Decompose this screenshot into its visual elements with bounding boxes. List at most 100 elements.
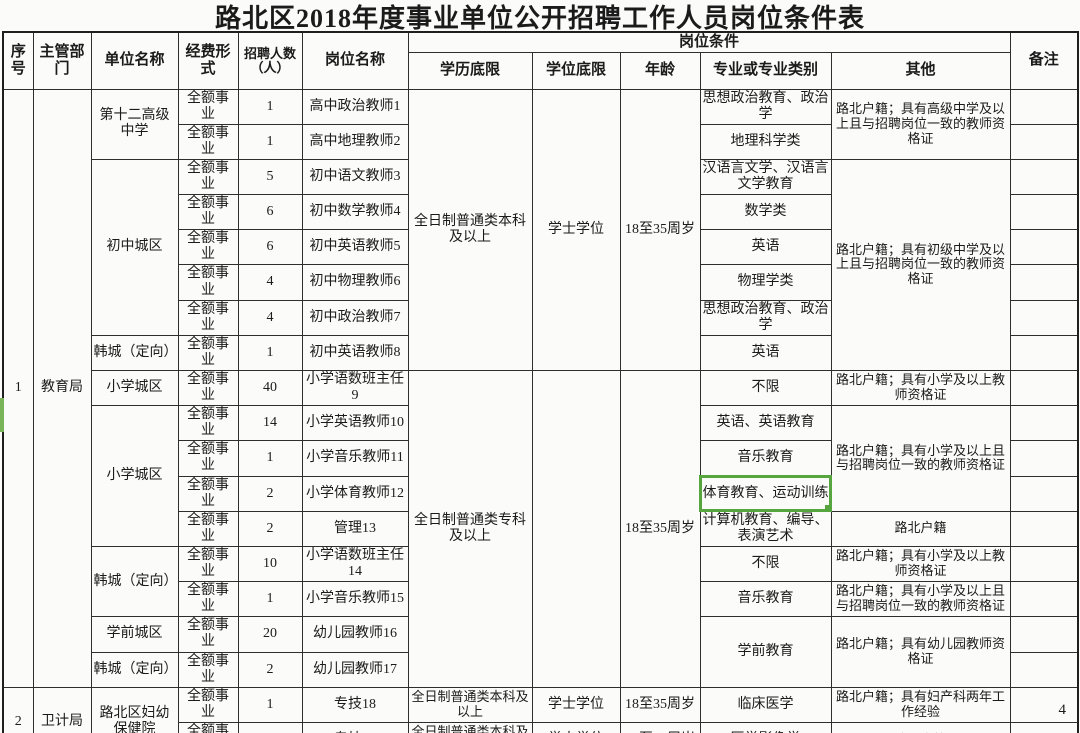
table-cell: 2 (237, 510, 303, 547)
post-cell: 小学体育教师12 (301, 475, 409, 512)
major-cell: 汉语言文学、汉语言文学教育 (699, 158, 832, 196)
other-cell: 路北户籍 (830, 510, 1011, 547)
col-header-degree: 学位底限 (531, 51, 621, 90)
serial-cell: 2 (2, 686, 34, 733)
major-cell: 不限 (699, 545, 832, 583)
major-cell: 医学影像学 (699, 721, 832, 733)
degree-cell: 学士学位 (531, 686, 621, 723)
table-row: 2 卫计局 路北区妇幼保健院 全额事业 1 专技18 全日制普通类本科及以上 学士学位 18至3… (2, 686, 1079, 733)
table-cell: 1 (237, 440, 303, 477)
col-header-department: 主管部门 (32, 31, 92, 90)
post-cell: 专技18 (301, 686, 409, 723)
post-cell: 初中英语教师8 (301, 334, 409, 372)
table-cell: 全额事业 (177, 616, 239, 653)
table-cell: 全额事业 (177, 334, 239, 372)
table-cell: 20 (237, 616, 303, 653)
unit-cell: 韩城（定向） (90, 334, 179, 372)
post-cell: 小学语数班主任14 (301, 545, 409, 583)
header-row-top: 序号 主管部门 单位名称 经费形式 招聘人数（人） 岗位名称 岗位条件 备注 (2, 31, 1079, 90)
col-header-serial: 序号 (2, 31, 34, 90)
other-cell: 路北户籍；具有初级中学及以上且与招聘岗位一致的教师资格证 (830, 158, 1011, 372)
table-row: 全额事业 2 小学体育教师12 体育教育、运动训练 (3, 475, 1079, 513)
table-cell: 全额事业 (177, 651, 239, 688)
age-cell: 18至35周岁 (619, 88, 701, 371)
table-row: 小学城区 全额事业 40 小学语数班主任9 全日制普通类专科及以上 18至35周岁 不限 路北… (3, 369, 1079, 688)
other-cell: 路北户籍；具有小学及以上教师资格证 (830, 369, 1011, 407)
post-cell: 初中数学教师4 (301, 194, 409, 231)
other-cell: 路北户籍；具有小学及以上教师资格证 (830, 545, 1011, 583)
remark-cell (1009, 510, 1079, 547)
education-cell: 全日制普通类专科及以上 (407, 370, 533, 688)
post-cell: 管理13 (301, 510, 409, 547)
table-row: 韩城（定向） 全额事业 2 幼儿园教师17 (3, 651, 1079, 688)
scan-artifact (0, 398, 4, 432)
table-cell: 全额事业 (177, 194, 239, 231)
major-cell: 不限 (699, 369, 832, 407)
other-cell: 路北户籍；具有小学及以上且与招聘岗位一致的教师资格证 (830, 405, 1011, 512)
major-cell: 英语 (699, 334, 832, 372)
table-cell: 全额事业 (177, 686, 239, 723)
table-cell: 全额事业 (177, 369, 239, 407)
remark-cell (1009, 581, 1079, 618)
age-cell: 18至35周岁 (619, 370, 701, 688)
table-cell: 全额事业 (177, 721, 239, 733)
post-cell: 幼儿园教师17 (301, 651, 409, 688)
post-cell: 初中物理教师6 (301, 264, 409, 301)
other-cell: 路北户籍；具有小学及以上且与招聘岗位一致的教师资格证 (830, 581, 1011, 618)
degree-cell: 学士学位 (531, 721, 621, 733)
col-header-funding: 经费形式 (177, 31, 239, 90)
table-row: 1 教育局 第十二高级中学 全额事业 1 高中政治教师1 全日制普通类本科及以上 学士学位 18… (2, 88, 1079, 688)
post-cell: 幼儿园教师16 (301, 616, 409, 653)
col-header-age: 年龄 (619, 51, 701, 90)
table-cell: 1 (237, 88, 303, 125)
major-cell: 思想政治教育、政治学 (699, 88, 832, 125)
other-cell: 路北户籍 (830, 721, 1011, 733)
table-row: 全额事业 1 高中地理教师2 地理科学类 (3, 123, 1079, 160)
post-cell: 小学音乐教师15 (301, 581, 409, 618)
col-header-unit: 单位名称 (90, 31, 179, 90)
post-cell: 小学音乐教师11 (301, 440, 409, 477)
col-header-headcount: 招聘人数（人） (237, 31, 303, 90)
remark-cell (1009, 229, 1079, 266)
department-cell: 教育局 (32, 88, 92, 688)
table-row: 韩城（定向） 全额事业 10 小学语数班主任14 不限 路北户籍；具有小学及以上教师资格证 (3, 545, 1079, 618)
remark-cell (1009, 334, 1079, 372)
table-row: 初中城区 全额事业 5 初中语文教师3 汉语言文学、汉语言文学教育 路北户籍；具有初级中学… (3, 158, 1079, 372)
education-cell: 全日制普通类本科及以上 (407, 88, 533, 371)
page-number: 4 (1058, 702, 1067, 718)
major-cell: 音乐教育 (699, 581, 832, 618)
unit-cell: 韩城（定向） (90, 651, 179, 688)
other-cell: 路北户籍；具有高级中学及以上且与招聘岗位一致的教师资格证 (830, 88, 1011, 160)
table-cell: 全额事业 (177, 510, 239, 547)
table-row: 全额事业 6 初中英语教师5 英语 (3, 229, 1079, 266)
recruitment-table: 序号 主管部门 单位名称 经费形式 招聘人数（人） 岗位名称 岗位条件 备注 学… (2, 31, 1080, 733)
major-cell: 物理学类 (699, 264, 832, 301)
table-cell: 1 (237, 334, 303, 372)
major-cell: 计算机教育、编导、表演艺术 (699, 510, 832, 547)
department-cell: 卫计局 (32, 686, 92, 733)
page-title: 路北区2018年度事业单位公开招聘工作人员岗位条件表 (214, 4, 865, 33)
major-cell: 英语 (699, 229, 832, 266)
table-cell: 全额事业 (177, 123, 239, 160)
degree-cell: 学士学位 (531, 88, 621, 371)
remark-cell (1009, 299, 1079, 336)
table-row: 小学城区 全额事业 14 小学英语教师10 英语、英语教育 路北户籍；具有小学及以上且与招… (3, 405, 1079, 547)
post-cell: 高中政治教师1 (301, 88, 409, 125)
table-row: 全额事业1专技19全日制普通类本科及以上学士学位18至35周岁医学影像学路北户籍 (3, 721, 1079, 733)
post-cell: 高中地理教师2 (301, 123, 409, 160)
table-cell: 全额事业 (177, 88, 239, 125)
post-cell: 专技19 (301, 721, 409, 733)
age-cell: 18至35周岁 (619, 721, 701, 733)
major-cell: 英语、英语教育 (699, 405, 832, 442)
remark-cell (1009, 194, 1079, 231)
table-cell: 全额事业 (177, 475, 239, 512)
remark-cell (1009, 123, 1079, 160)
unit-cell: 初中城区 (90, 158, 179, 336)
table-cell: 14 (237, 405, 303, 442)
highlighted-cell: 体育教育、运动训练 (699, 475, 832, 513)
table-cell: 1 (237, 123, 303, 160)
serial-cell: 1 (2, 88, 34, 688)
col-header-other: 其他 (830, 51, 1011, 90)
table-cell: 全额事业 (177, 405, 239, 442)
col-header-major: 专业或专业类别 (699, 51, 832, 90)
